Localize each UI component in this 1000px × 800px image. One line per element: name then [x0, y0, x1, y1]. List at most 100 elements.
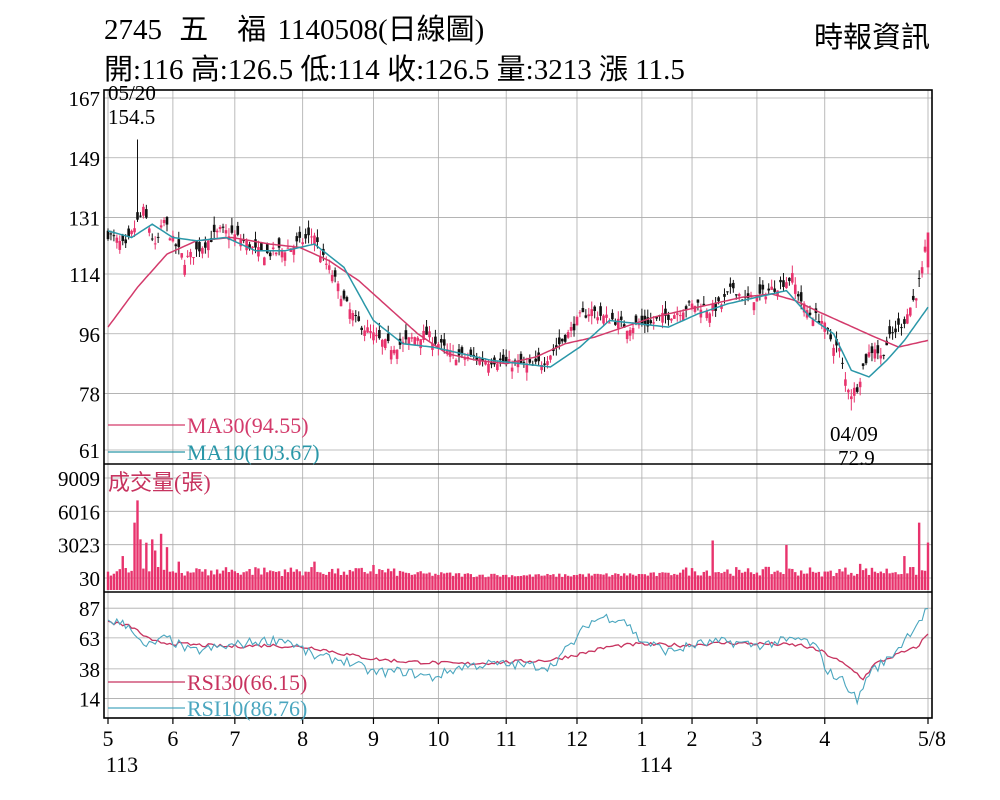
volume-bar — [112, 573, 116, 590]
volume-bar — [537, 574, 540, 590]
volume-bar — [389, 571, 393, 590]
candle-body — [569, 327, 573, 331]
candle-body — [729, 283, 732, 287]
volume-bar — [325, 574, 328, 590]
volume-bar — [171, 571, 175, 590]
volume-bar — [133, 522, 136, 590]
candle-body — [307, 227, 310, 236]
candle-body — [852, 387, 856, 396]
candle-body — [611, 312, 614, 320]
candle-body — [917, 278, 921, 280]
volume-bar — [581, 574, 585, 590]
candle-body — [271, 247, 275, 250]
volume-bar — [664, 572, 667, 590]
volume-bar — [873, 571, 877, 590]
rsi-y-axis: 87 63 38 14 — [79, 597, 101, 711]
volume-bar — [274, 571, 278, 590]
candle-body — [348, 309, 352, 319]
candle-body — [245, 240, 248, 251]
candle-body — [864, 354, 868, 364]
x-tick-label: 5 — [103, 726, 114, 751]
price-tick-label: 96 — [79, 323, 100, 347]
rsi-tick-label: 38 — [79, 658, 100, 682]
volume-bar — [410, 574, 414, 590]
candle-body — [292, 246, 296, 255]
volume-bar — [572, 574, 576, 590]
volume-bar — [286, 572, 290, 590]
candle-body — [752, 302, 756, 311]
volume-bar — [156, 567, 160, 590]
candle-body — [230, 225, 234, 233]
volume-bar — [917, 522, 921, 590]
candle-body — [507, 359, 511, 364]
volume-bar — [752, 574, 756, 590]
volume-bar — [218, 573, 222, 590]
price-y-axis: 167 149 131 114 96 78 61 — [69, 87, 101, 463]
candle-body — [693, 305, 697, 312]
candle-body — [147, 228, 151, 233]
candle-body — [602, 315, 605, 324]
rsi-tick-label: 63 — [79, 627, 100, 651]
candle-body — [885, 340, 889, 346]
candle-body — [920, 267, 924, 274]
candle-body — [354, 315, 358, 317]
volume-bar — [204, 569, 207, 590]
volume-bar — [348, 569, 352, 590]
candle-body — [616, 318, 620, 329]
volume-bar — [428, 572, 431, 590]
volume-bar — [640, 574, 644, 590]
candle-body — [472, 354, 476, 356]
candle-body — [268, 252, 272, 257]
quote-line: 開:116 高:126.5 低:114 收:126.5 量:3213 漲 11.… — [104, 46, 685, 88]
candle-body — [646, 317, 650, 327]
volume-bar — [841, 571, 844, 590]
legend-rsi30-label: RSI30(66.15) — [187, 670, 307, 695]
candle-body — [785, 282, 788, 289]
volume-bar — [808, 567, 812, 590]
volume-bar — [307, 571, 310, 590]
candle-body — [206, 240, 210, 251]
volume-bar — [746, 568, 750, 590]
candle-body — [560, 338, 564, 342]
candle-body — [159, 225, 163, 228]
candle-body — [265, 244, 269, 254]
candle-body — [274, 252, 278, 255]
x-tick-label: 11 — [496, 726, 517, 751]
candle-body — [906, 314, 909, 324]
candle-body — [198, 242, 201, 252]
volume-bar — [354, 568, 357, 590]
candle-body — [622, 324, 626, 328]
volume-bar — [764, 566, 767, 590]
volume-bar — [867, 574, 871, 590]
candle-body — [566, 332, 570, 338]
candle-body — [389, 350, 393, 360]
x-tick-label: 12 — [566, 726, 588, 751]
candle-body — [732, 282, 735, 289]
candle-body — [360, 327, 363, 331]
candle-body — [286, 247, 290, 249]
volume-bar — [761, 569, 765, 590]
price-tick-label: 114 — [69, 263, 100, 287]
volume-bar — [882, 573, 885, 590]
candle-body — [218, 227, 222, 230]
candle-body — [737, 294, 741, 297]
volume-bar — [826, 571, 829, 590]
volume-bar — [310, 567, 313, 590]
candle-body — [239, 239, 243, 247]
volume-label: 量: — [496, 54, 534, 86]
candle-body — [254, 239, 257, 248]
x-tick-label: 2 — [687, 726, 698, 751]
volume-bar — [266, 572, 269, 590]
candle-body — [652, 322, 655, 324]
volume-bar — [723, 571, 726, 590]
volume-bar — [484, 577, 487, 590]
volume-bar — [906, 573, 909, 590]
chart-date: 1140508(日線圖) — [277, 14, 485, 46]
candle-body — [796, 294, 800, 297]
candle-body — [510, 367, 514, 372]
candle-body — [861, 363, 865, 367]
volume-bar — [903, 556, 906, 590]
volume-bar — [106, 571, 110, 590]
candle-body — [183, 264, 186, 275]
volume-bar — [788, 568, 791, 590]
